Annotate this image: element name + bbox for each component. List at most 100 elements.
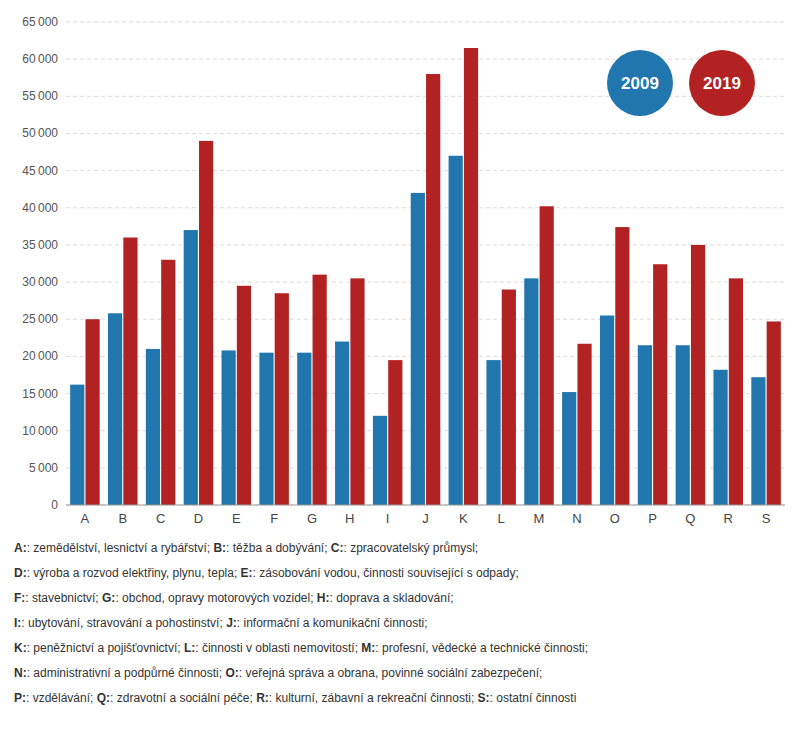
annotation-line: F:: stavebnictví; G:: obchod, opravy mot… — [14, 591, 454, 605]
x-tick-label: D — [194, 511, 203, 526]
annotation-key: J: — [226, 616, 237, 630]
bar — [751, 377, 765, 505]
annotation-key: R: — [256, 691, 269, 705]
annotation-text: : kulturní, zábavní a rekreační činnosti… — [269, 691, 478, 705]
grid-line — [66, 244, 785, 245]
y-tick-label: 0 — [51, 498, 58, 512]
bar — [638, 345, 652, 505]
bar — [146, 349, 160, 505]
annotation-line: P:: vzdělávání; Q:: zdravotní a sociální… — [14, 691, 576, 705]
x-tick-label: B — [118, 511, 127, 526]
annotation-key: N: — [14, 666, 27, 680]
legend-label: 2009 — [621, 74, 659, 93]
annotation-text: : stavebnictví; — [25, 591, 102, 605]
bar — [524, 278, 538, 505]
legend-swatch — [689, 50, 755, 116]
bar — [85, 319, 99, 505]
annotation-text: : činnosti v oblasti nemovitostí; — [195, 641, 361, 655]
y-tick-label: 10 000 — [22, 424, 58, 438]
bar — [426, 74, 440, 505]
annotation-key: G: — [102, 591, 115, 605]
y-tick-label: 50 000 — [22, 126, 58, 140]
annotation-key: F: — [14, 591, 25, 605]
x-tick-label: F — [270, 511, 278, 526]
grid-line — [66, 133, 785, 134]
grid-line — [66, 96, 785, 97]
annotation-text: : vzdělávání; — [26, 691, 97, 705]
chart: 0 5 000 10 000 15 000 20 000 25 000 30 000 35 0… — [0, 0, 800, 745]
annotation-key: L: — [184, 641, 195, 655]
annotation-text: : ostatní činnosti — [490, 691, 577, 705]
grid-line — [66, 22, 785, 23]
annotation-line: A:: zemědělství, lesnictví a rybářství; … — [14, 541, 478, 555]
legend-label: 2019 — [703, 74, 741, 93]
annotation-line: D:: výroba a rozvod elektřiny, plynu, te… — [14, 566, 519, 580]
bar — [486, 360, 500, 505]
y-ticks: 0 5 000 10 000 15 000 20 000 25 000 30 000 35 0… — [22, 15, 58, 512]
annotation-line: K:: peněžnictví a pojišťovnictví; L:: či… — [14, 641, 588, 655]
y-tick-label: 60 000 — [22, 52, 58, 66]
annotation-text: : administrativní a podpůrné činnosti; — [27, 666, 226, 680]
bar — [502, 290, 516, 505]
grid-line — [66, 59, 785, 60]
y-tick-label: 5 000 — [29, 461, 58, 475]
bar — [562, 392, 576, 505]
y-tick-label: 45 000 — [22, 164, 58, 178]
y-tick-label: 25 000 — [22, 312, 58, 326]
annotation-key: A: — [14, 541, 27, 555]
bar — [222, 350, 236, 505]
annotation-text: : profesní, vědecké a technické činnosti… — [375, 641, 588, 655]
y-tick-label: 55 000 — [22, 89, 58, 103]
bar — [275, 293, 289, 505]
annotation-text: : zpracovatelský průmysl; — [344, 541, 479, 555]
y-tick-label: 40 000 — [22, 201, 58, 215]
bar — [259, 353, 273, 505]
bar — [615, 227, 629, 505]
annotation-text: : výroba a rozvod elektřiny, plynu, tepl… — [27, 566, 241, 580]
x-tick-label: P — [648, 511, 657, 526]
annotation-key: O: — [225, 666, 238, 680]
annotation-text: : těžba a dobývání; — [226, 541, 331, 555]
annotation-text: : obchod, opravy motorových vozidel; — [115, 591, 316, 605]
annotation-text: : informační a komunikační činnosti; — [237, 616, 428, 630]
annotation-line: I:: ubytování, stravování a pohostinství… — [14, 616, 428, 630]
bars — [70, 48, 781, 505]
x-axis-line — [66, 505, 785, 506]
x-tick-label: M — [534, 511, 545, 526]
bar — [70, 385, 84, 505]
x-tick-label: K — [459, 511, 468, 526]
x-tick-label: S — [762, 511, 771, 526]
bar — [653, 264, 667, 505]
bar — [350, 278, 364, 505]
y-tick-label: 30 000 — [22, 275, 58, 289]
x-tick-label: C — [156, 511, 165, 526]
grid-line — [66, 207, 785, 208]
grid-line — [66, 170, 785, 171]
annotation-text: : zdravotní a sociální péče; — [110, 691, 256, 705]
bar — [108, 313, 122, 505]
y-tick-label: 35 000 — [22, 238, 58, 252]
annotation-text: : veřejná správa a obrana, povinné sociá… — [239, 666, 543, 680]
x-tick-label: Q — [685, 511, 695, 526]
bar — [123, 237, 137, 505]
bar — [540, 206, 554, 505]
y-tick-label: 15 000 — [22, 387, 58, 401]
bar — [373, 416, 387, 505]
x-tick-label: A — [81, 511, 90, 526]
annotation-key: Q: — [97, 691, 110, 705]
x-tick-label: N — [572, 511, 581, 526]
annotation-text: : ubytování, stravování a pohostinství; — [21, 616, 226, 630]
x-tick-label: G — [307, 511, 317, 526]
annotation-key: H: — [317, 591, 330, 605]
bar — [411, 193, 425, 505]
legend-swatch — [607, 50, 673, 116]
annotation-key: D: — [14, 566, 27, 580]
x-tick-label: J — [422, 511, 429, 526]
grid-line — [66, 505, 785, 506]
annotation-key: E: — [241, 566, 253, 580]
x-tick-label: O — [610, 511, 620, 526]
y-tick-label: 20 000 — [22, 349, 58, 363]
annotation-key: I: — [14, 616, 21, 630]
bar — [729, 278, 743, 505]
bar — [199, 141, 213, 505]
